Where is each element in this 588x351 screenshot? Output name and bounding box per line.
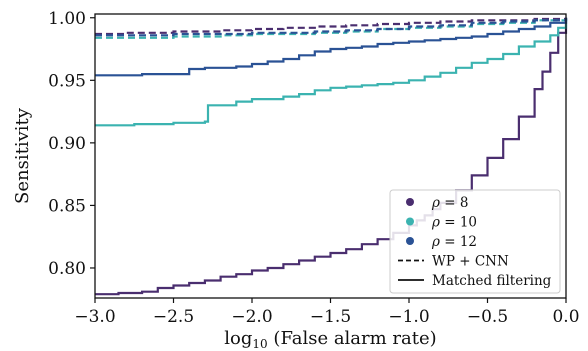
x-tick-label: −1.0: [388, 307, 429, 327]
legend-label: WP + CNN: [432, 254, 509, 270]
x-tick-label: −3.0: [74, 307, 115, 327]
series-layer: [95, 17, 568, 296]
x-axis-label-subscript: 10: [252, 337, 267, 351]
y-tick-label: 0.85: [48, 196, 86, 216]
y-tick-label: 0.80: [48, 259, 86, 279]
legend-label: ρ = 10: [431, 215, 477, 231]
legend-marker: [406, 198, 414, 206]
legend-box: [389, 189, 561, 294]
legend-marker: [406, 217, 414, 226]
x-tick-label: −1.5: [310, 307, 351, 327]
legend-label: Matched filtering: [432, 273, 552, 289]
series-line-rho-8-wp-cnn: [95, 17, 568, 36]
legend-label: ρ = 8: [431, 195, 468, 211]
series-line-rho-10-matched-filtering: [95, 17, 568, 127]
x-tick-label: −2.5: [153, 307, 194, 327]
x-tick-label: 0.0: [552, 307, 579, 327]
y-axis-label: Sensitivity: [12, 107, 33, 204]
x-tick-label: −2.0: [231, 307, 272, 327]
x-axis-label-prefix: log: [224, 328, 252, 349]
legend-label: ρ = 12: [431, 234, 477, 250]
y-tick-label: 0.90: [48, 134, 86, 154]
series-line-rho-12-wp-cnn: [95, 17, 568, 37]
legend-marker: [406, 237, 414, 245]
legend-items: ρ = 8 ρ = 10 ρ = 12 WP + CNN Matched filteri…: [398, 195, 552, 289]
legend: ρ = 8 ρ = 10 ρ = 12 WP + CNN Matched filteri…: [389, 189, 561, 294]
y-axis: 0.80 0.85 0.90 0.95 1.00: [48, 9, 95, 279]
y-tick-label: 1.00: [48, 9, 86, 29]
x-axis-label-rest: (False alarm rate): [268, 328, 437, 349]
series-line-rho-12-matched-filtering: [95, 19, 568, 77]
x-axis: −3.0 −2.5 −2.0 −1.5 −1.0 −0.5 0.0: [74, 298, 580, 327]
series-line-rho-8-matched-filtering: [95, 17, 568, 296]
x-tick-label: −0.5: [467, 307, 508, 327]
x-axis-label: log10 (False alarm rate): [224, 328, 436, 351]
y-tick-label: 0.95: [48, 71, 86, 91]
